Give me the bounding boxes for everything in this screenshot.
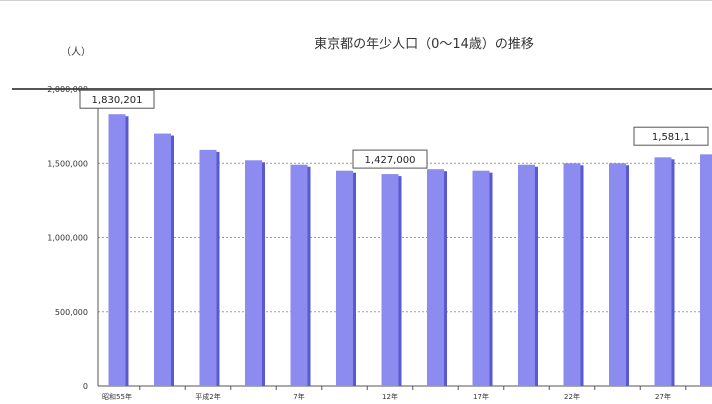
bar: [382, 174, 399, 386]
data-label: 1,427,000: [365, 155, 416, 166]
bar: [109, 114, 126, 386]
x-tick-label: 12年: [382, 392, 398, 401]
bar: [518, 165, 535, 386]
bar: [245, 160, 262, 386]
bar: [700, 154, 712, 386]
x-tick-label: 7年: [293, 392, 304, 401]
y-tick-label: 1,500,000: [47, 159, 88, 168]
y-axis-unit-label: （人）: [61, 46, 91, 58]
x-tick-layer: 昭和55年平成2年7年12年17年22年27年30年: [102, 386, 712, 401]
bar: [336, 171, 353, 386]
bar: [564, 163, 581, 386]
bar: [427, 169, 444, 386]
y-tick-label: 0: [83, 382, 88, 391]
chart-title: 東京都の年少人口（0〜14歳）の推移: [314, 36, 534, 52]
x-tick-label: 平成2年: [195, 392, 220, 401]
bar: [154, 134, 171, 386]
bar: [473, 171, 490, 386]
data-label: 1,581,1: [652, 132, 690, 143]
x-tick-label: 17年: [473, 392, 489, 401]
bar: [609, 163, 626, 386]
y-tick-label: 500,000: [55, 308, 88, 317]
bar: [200, 150, 217, 386]
x-tick-label: 27年: [655, 392, 671, 401]
callout-layer: 1,830,201 1,427,000 1,581,1: [80, 90, 708, 168]
y-tick-label: 1,000,000: [47, 234, 88, 243]
data-label: 1,830,201: [92, 95, 143, 106]
x-tick-label: 22年: [564, 392, 580, 401]
x-tick-label: 昭和55年: [102, 392, 132, 401]
bar: [655, 157, 672, 386]
bar: [291, 165, 308, 386]
